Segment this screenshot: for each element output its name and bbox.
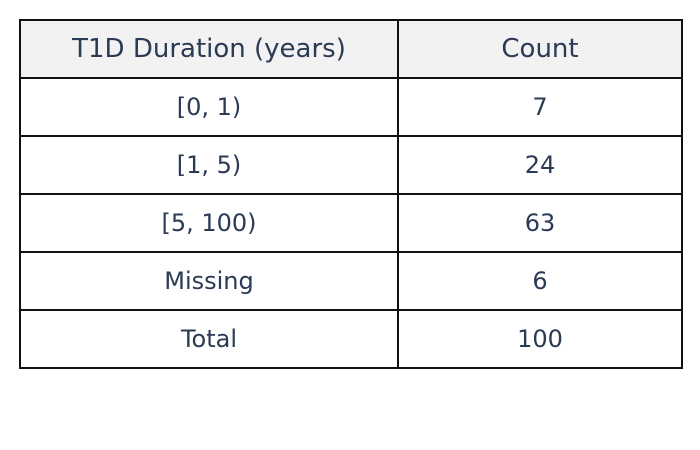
cell-count: 63 — [397, 193, 683, 253]
cell-count: 100 — [397, 309, 683, 369]
table-row: Missing 6 — [19, 251, 683, 311]
cell-count: 7 — [397, 77, 683, 137]
cell-duration: [5, 100) — [19, 193, 399, 253]
header-count: Count — [397, 19, 683, 79]
cell-count: 24 — [397, 135, 683, 195]
table-row: [5, 100) 63 — [19, 193, 683, 253]
header-row: T1D Duration (years) Count — [19, 19, 683, 79]
header-duration: T1D Duration (years) — [19, 19, 399, 79]
cell-duration: Total — [19, 309, 399, 369]
cell-count: 6 — [397, 251, 683, 311]
duration-count-table: T1D Duration (years) Count [0, 1) 7 [1, … — [19, 19, 683, 369]
cell-duration: [1, 5) — [19, 135, 399, 195]
table-row: Total 100 — [19, 309, 683, 369]
cell-duration: [0, 1) — [19, 77, 399, 137]
cell-duration: Missing — [19, 251, 399, 311]
table-row: [1, 5) 24 — [19, 135, 683, 195]
table-container: T1D Duration (years) Count [0, 1) 7 [1, … — [19, 19, 683, 369]
table-row: [0, 1) 7 — [19, 77, 683, 137]
